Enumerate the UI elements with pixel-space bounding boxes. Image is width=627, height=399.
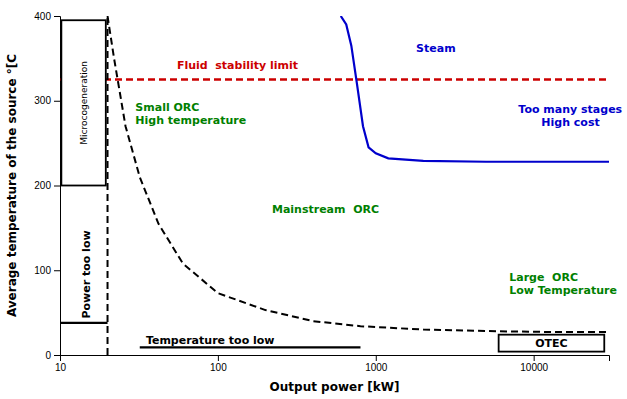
line [60,322,108,324]
tick: 10000 [520,355,548,373]
annotation-line: Mainstream ORC [272,203,379,216]
marks [60,16,609,355]
axis-line [61,356,610,362]
tick-label: 300 [34,95,51,106]
line [341,16,609,162]
annotation-line: Fluid stability limit [177,59,298,72]
plot-area: 10 100 1000 10000 0 100 200 300 400 OTEC Microcoge… [34,11,622,373]
annotations: OTEC Microcogeneration Fluid stability lim… [79,42,623,350]
tick: 100 [34,265,60,276]
tick: 0 [45,350,60,361]
tick-label: 100 [210,362,227,373]
tick-label: 200 [34,180,51,191]
annotation: Steam [416,42,456,55]
tick-mark [54,101,60,102]
box [499,335,605,352]
tick: 400 [34,11,60,22]
y-axis-title: Average temperature of the source °[C [5,54,19,317]
annotation: Temperature too low [146,334,275,347]
tick-label: 0 [45,350,51,361]
annotation-line: Low Temperature [509,284,617,297]
tick: 200 [34,180,60,191]
tick-mark [376,355,377,361]
x-axis: 10 100 1000 10000 [55,355,610,373]
box-label: Microcogeneration [79,61,89,145]
annotation-line: Small ORC [135,101,199,114]
annotation-line: Large ORC [509,271,578,284]
tick-mark [54,186,60,187]
tick-label: 10000 [520,362,548,373]
box-label: OTEC [535,337,567,350]
annotation-line: High cost [518,116,599,129]
annotation: Large ORCLow Temperature [509,271,617,297]
annotation: Fluid stability limit [177,59,298,72]
tick: 300 [34,95,60,106]
annotation-line: Too many stages [518,103,622,116]
tick: 100 [210,355,227,373]
tick-mark [54,16,60,17]
annotation: Power too low [80,230,93,318]
tick-label: 100 [34,265,51,276]
reference-line [60,78,609,81]
annotation-line: Temperature too low [146,334,275,347]
tick-mark [54,270,60,271]
tick: 1000 [365,355,388,373]
y-axis: 0 100 200 300 400 [34,11,60,361]
annotation: Small ORCHigh temperature [135,101,246,127]
tick-label: 10 [55,362,67,373]
x-axis-title: Output power [kW] [270,380,400,394]
line [107,16,109,355]
tick-label: 1000 [365,362,388,373]
annotation-line: Steam [416,42,456,55]
tick-mark [54,355,60,356]
axis-line [54,17,61,356]
annotation-line: High temperature [135,114,246,127]
annotation: Too many stages High cost [518,103,622,129]
box [61,20,105,185]
tick: 10 [55,355,67,373]
tick-mark [534,355,535,361]
chart: 10 100 1000 10000 0 100 200 300 400 OTEC Microcoge… [0,0,627,399]
tick-mark [218,355,219,361]
annotation: Mainstream ORC [272,203,379,216]
tick-label: 400 [34,11,51,22]
